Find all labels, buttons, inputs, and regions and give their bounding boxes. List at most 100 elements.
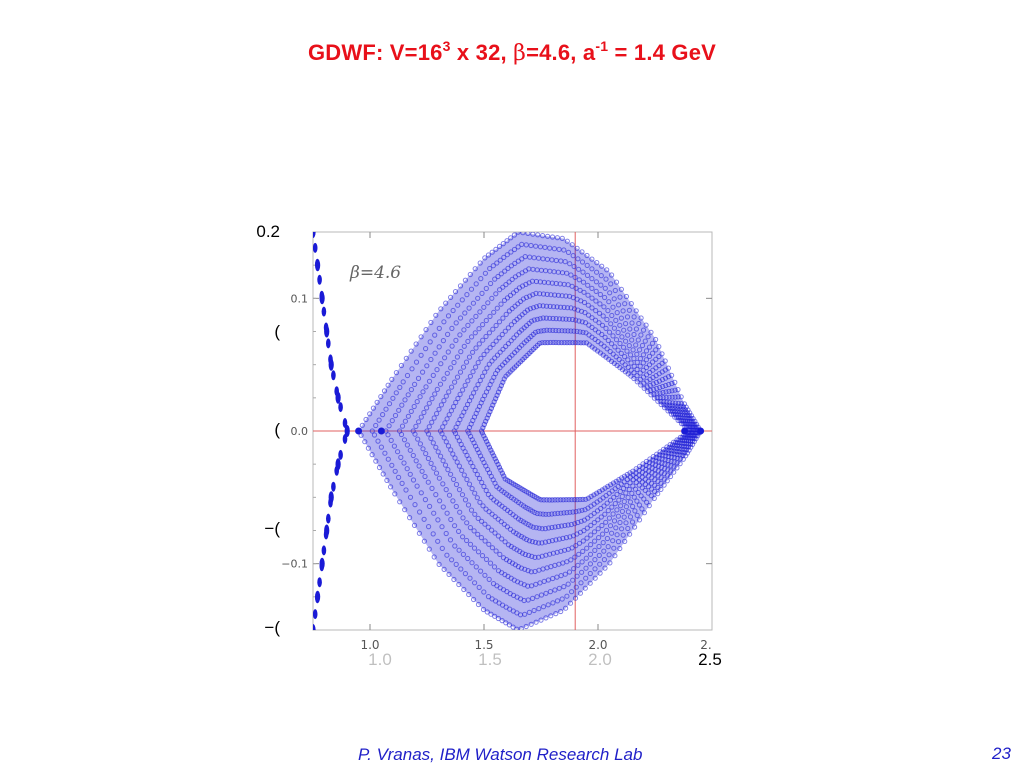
eigenvalue-marker — [500, 315, 506, 321]
eigenvalue-marker — [669, 442, 676, 448]
eigenvalue-marker — [385, 382, 391, 388]
eigenvalue-marker — [609, 312, 615, 319]
eigenvalue-marker — [563, 497, 569, 503]
eigenvalue-marker — [448, 408, 454, 414]
eigenvalue-marker — [408, 387, 414, 393]
eigenvalue-marker — [391, 443, 397, 449]
eigenvalue-marker — [584, 535, 590, 541]
eigenvalue-marker — [641, 496, 647, 502]
eigenvalue-marker — [424, 363, 430, 369]
eigenvalue-marker — [457, 369, 464, 375]
eigenvalue-marker — [552, 497, 558, 503]
eigenvalue-marker — [671, 439, 677, 445]
eigenvalue-marker — [490, 326, 496, 332]
eigenvalue-marker — [393, 370, 399, 376]
eigenvalue-marker — [588, 522, 594, 528]
eigenvalue-marker — [441, 319, 447, 325]
eigenvalue-marker — [384, 477, 390, 483]
eigenvalue-marker — [591, 510, 597, 516]
eigenvalue-marker — [597, 561, 603, 567]
crossing-band-marker — [334, 465, 339, 476]
eigenvalue-marker — [538, 617, 544, 623]
eigenvalue-marker — [440, 504, 446, 510]
eigenvalue-marker — [470, 463, 476, 470]
eigenvalue-marker — [604, 500, 610, 506]
eigenvalue-marker — [541, 328, 547, 334]
eigenvalue-marker — [499, 331, 505, 338]
eigenvalue-marker — [602, 334, 608, 340]
eigenvalue-marker — [650, 457, 656, 463]
eigenvalue-marker — [417, 441, 423, 447]
eigenvalue-marker — [549, 234, 556, 240]
eigenvalue-marker — [651, 395, 657, 401]
eigenvalue-marker — [623, 338, 629, 344]
eigenvalue-marker — [675, 394, 681, 400]
eigenvalue-marker — [601, 304, 607, 310]
eigenvalue-marker — [530, 524, 536, 530]
eigenvalue-marker — [569, 316, 576, 323]
eigenvalue-marker — [617, 294, 623, 300]
eigenvalue-marker — [485, 594, 492, 600]
eigenvalue-marker — [460, 515, 466, 521]
eigenvalue-marker — [485, 491, 491, 498]
eigenvalue-marker — [615, 513, 621, 519]
eigenvalue-marker — [386, 423, 392, 429]
eigenvalue-marker — [562, 259, 568, 265]
eigenvalue-marker — [581, 299, 588, 306]
eigenvalue-marker — [558, 510, 564, 516]
eigenvalue-marker — [568, 328, 574, 334]
eigenvalue-marker — [437, 428, 444, 434]
eigenvalue-marker — [500, 555, 507, 561]
eigenvalue-marker — [491, 309, 497, 315]
eigenvalue-marker — [479, 479, 485, 486]
eigenvalue-marker — [503, 311, 509, 318]
eigenvalue-marker — [524, 307, 531, 313]
eigenvalue-marker — [623, 520, 629, 526]
eigenvalue-marker — [621, 327, 627, 333]
eigenvalue-marker — [493, 291, 499, 297]
eigenvalue-marker — [424, 405, 430, 411]
eigenvalue-marker — [678, 421, 685, 427]
eigenvalue-marker — [528, 569, 534, 575]
eigenvalue-marker — [646, 353, 653, 359]
eigenvalue-marker — [566, 569, 573, 575]
eigenvalue-marker — [574, 245, 580, 251]
eigenvalue-marker — [413, 341, 419, 347]
eigenvalue-marker — [483, 506, 489, 512]
eigenvalue-marker — [491, 497, 497, 503]
overlay-y-fragment: −( — [264, 618, 280, 637]
eigenvalue-marker — [399, 480, 405, 486]
eigenvalue-marker — [448, 447, 454, 453]
eigenvalue-marker — [482, 369, 488, 375]
eigenvalue-marker — [625, 357, 631, 363]
eigenvalue-marker — [446, 571, 452, 577]
eigenvalue-marker — [623, 504, 629, 510]
eigenvalue-marker — [401, 460, 407, 466]
eigenvalue-marker — [670, 400, 676, 406]
eigenvalue-marker — [535, 554, 542, 560]
eigenvalue-marker — [492, 514, 498, 520]
eigenvalue-marker — [524, 536, 530, 543]
eigenvalue-marker — [526, 552, 532, 558]
eigenvalue-marker — [601, 557, 607, 563]
eigenvalue-marker — [473, 345, 479, 351]
eigenvalue-marker — [577, 329, 583, 335]
eigenvalue-marker — [644, 499, 650, 505]
eigenvalue-marker — [601, 503, 607, 509]
eigenvalue-marker — [571, 328, 577, 334]
eigenvalue-marker — [479, 553, 486, 559]
eigenvalue-marker — [531, 317, 537, 323]
eigenvalue-marker — [435, 538, 441, 544]
eigenvalue-marker — [511, 246, 518, 253]
eigenvalue-marker — [537, 316, 543, 322]
eigenvalue-marker — [687, 432, 693, 438]
eigenvalue-marker — [649, 340, 656, 346]
eigenvalue-marker — [533, 304, 540, 310]
eigenvalue-marker — [435, 517, 441, 523]
eigenvalue-marker — [592, 566, 598, 572]
eigenvalue-marker — [653, 356, 659, 362]
eigenvalue-marker — [607, 348, 613, 355]
eigenvalue-marker — [640, 367, 646, 373]
eigenvalue-marker — [632, 508, 638, 514]
eigenvalue-marker — [656, 344, 662, 350]
